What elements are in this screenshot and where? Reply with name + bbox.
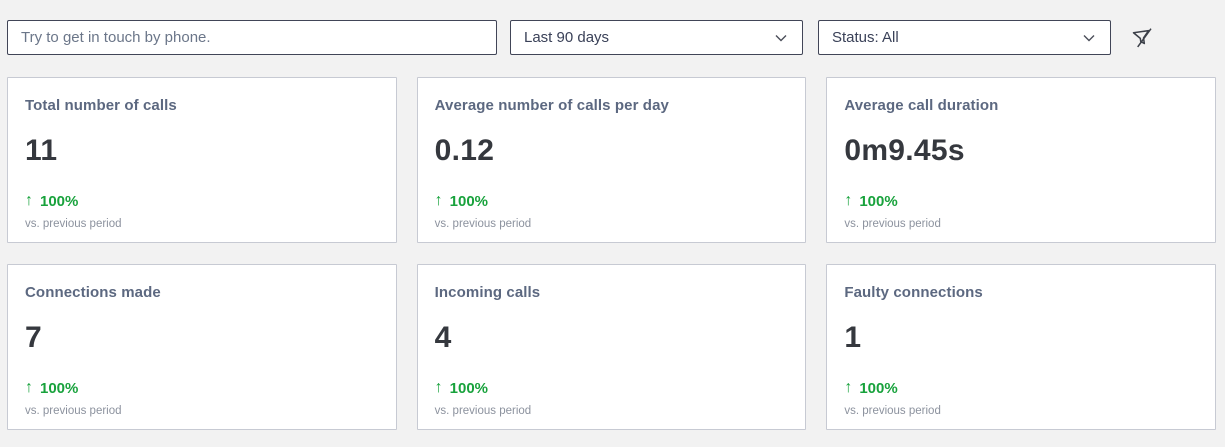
status-value: Status: All xyxy=(832,29,899,46)
stat-card-value: 1 xyxy=(844,321,862,354)
stat-card-title: Total number of calls xyxy=(25,97,177,114)
stat-card-value: 11 xyxy=(25,134,58,167)
delta-value: 100% xyxy=(859,192,898,210)
date-range-select[interactable]: Last 90 days xyxy=(510,20,803,55)
chevron-down-icon xyxy=(775,34,787,41)
stat-card-comparison: vs. previous period xyxy=(25,405,122,417)
stat-card-title: Incoming calls xyxy=(434,284,541,301)
stat-card-total-calls: Total number of calls 11 ↑ 100% vs. prev… xyxy=(7,77,397,243)
stat-card-comparison: vs. previous period xyxy=(434,405,532,417)
date-range-value: Last 90 days xyxy=(524,29,610,46)
stat-card-comparison: vs. previous period xyxy=(25,218,122,230)
stats-grid: Total number of calls 11 ↑ 100% vs. prev… xyxy=(7,77,1216,430)
up-arrow-icon: ↑ xyxy=(434,192,443,209)
stat-card-delta: ↑ 100% xyxy=(435,192,789,210)
filter-off-icon xyxy=(1132,27,1152,47)
up-arrow-icon: ↑ xyxy=(844,379,853,396)
filters-toolbar: Last 90 days Status: All xyxy=(0,0,1225,55)
stat-card-comparison: vs. previous period xyxy=(844,405,941,417)
calls-dashboard: Last 90 days Status: All Total number of… xyxy=(0,0,1225,430)
stat-card-title: Average number of calls per day xyxy=(434,97,669,114)
stat-card-delta: ↑ 100% xyxy=(435,379,789,397)
stat-card-avg-call-duration: Average call duration 0m9.45s ↑ 100% vs.… xyxy=(826,77,1216,243)
stat-card-title: Connections made xyxy=(25,284,161,301)
up-arrow-icon: ↑ xyxy=(434,379,443,396)
up-arrow-icon: ↑ xyxy=(25,192,33,209)
delta-value: 100% xyxy=(449,192,489,210)
delta-value: 100% xyxy=(449,379,489,397)
stat-card-faulty-connections: Faulty connections 1 ↑ 100% vs. previous… xyxy=(826,264,1216,430)
stat-card-delta: ↑ 100% xyxy=(844,192,1198,210)
stat-card-value: 0m9.45s xyxy=(844,134,965,167)
search-input[interactable] xyxy=(7,20,497,55)
stat-card-delta: ↑ 100% xyxy=(25,192,379,210)
stat-card-incoming-calls: Incoming calls 4 ↑ 100% vs. previous per… xyxy=(416,264,807,430)
stat-card-value: 4 xyxy=(434,321,452,354)
stat-card-connections-made: Connections made 7 ↑ 100% vs. previous p… xyxy=(7,264,397,430)
stat-card-title: Faulty connections xyxy=(844,284,983,301)
chevron-down-icon xyxy=(1083,34,1095,41)
stat-card-delta: ↑ 100% xyxy=(25,379,379,397)
stat-card-value: 0.12 xyxy=(434,134,495,167)
stat-card-avg-calls-per-day: Average number of calls per day 0.12 ↑ 1… xyxy=(416,77,807,243)
clear-filters-button[interactable] xyxy=(1128,23,1158,53)
delta-value: 100% xyxy=(40,379,79,397)
up-arrow-icon: ↑ xyxy=(25,379,33,396)
delta-value: 100% xyxy=(859,379,898,397)
up-arrow-icon: ↑ xyxy=(844,192,853,209)
delta-value: 100% xyxy=(40,192,79,210)
stat-card-comparison: vs. previous period xyxy=(434,218,532,230)
stat-card-delta: ↑ 100% xyxy=(844,379,1198,397)
status-select[interactable]: Status: All xyxy=(818,20,1111,55)
stat-card-comparison: vs. previous period xyxy=(844,218,941,230)
stat-card-title: Average call duration xyxy=(844,97,999,114)
stat-card-value: 7 xyxy=(25,321,42,354)
